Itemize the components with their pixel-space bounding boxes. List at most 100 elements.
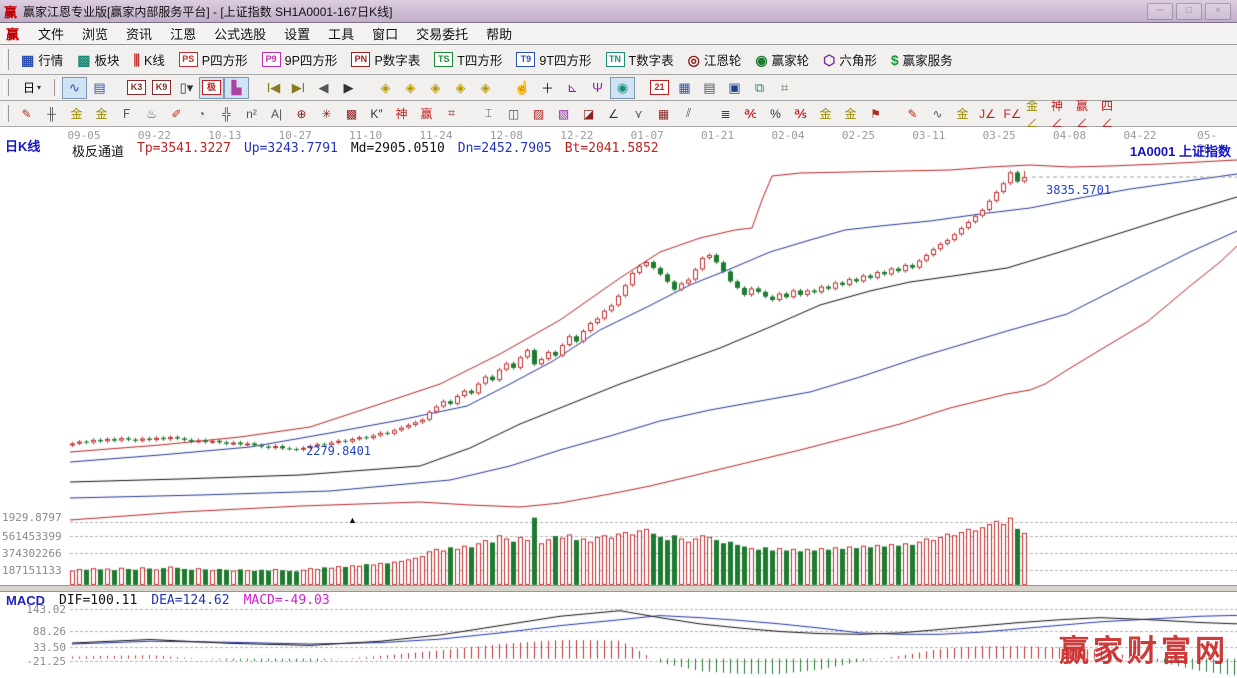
pencil2-tool[interactable]: ✐ [171,106,182,121]
menu-item-浏览[interactable]: 浏览 [82,27,109,42]
hatch2-tool[interactable]: ╬ [222,106,231,121]
k-wave-tool[interactable]: K″ [370,106,383,121]
zoom-right-button[interactable]: ◈ [405,79,416,95]
period-dropdown[interactable]: 日 ▾ [22,81,42,95]
smart-brain-button[interactable]: ◉ [610,76,635,99]
menu-item-窗口[interactable]: 窗口 [372,27,399,42]
menu-item-帮助[interactable]: 帮助 [486,27,513,42]
remote-pc-button[interactable]: ⌗ [780,79,789,95]
menu-item-设置[interactable]: 设置 [284,27,311,42]
percent-b-tool[interactable]: ℁ [794,106,807,121]
winner-service-button[interactable]: $ 赢家服务 [884,50,960,69]
toolbar-grip[interactable] [4,78,9,97]
pencil-line-tool[interactable]: ✎ [907,106,918,121]
menu-item-资讯[interactable]: 资讯 [126,27,153,42]
winner-wheel-button[interactable]: ◉ 赢家轮 [748,50,816,69]
fan-box2-tool[interactable]: ◪ [582,106,595,121]
menu-item-公式选股[interactable]: 公式选股 [214,27,267,42]
width-measure-tool[interactable]: ⌶ [484,106,493,120]
psi-tool-button[interactable]: Ψ [592,80,603,95]
gann-circle-tool[interactable]: ⊕ [296,106,307,121]
maximize-button[interactable]: □ [1176,3,1202,20]
angle-line-tool[interactable]: ∠ [608,106,619,121]
hexagon-button[interactable]: ⬡ 六角形 [816,50,884,69]
title-bar[interactable]: 赢 赢家江恩专业版[赢家内部服务平台] - [上证指数 SH1A0001-167… [0,0,1237,23]
gold-grid-a-tool[interactable]: 金 [70,107,83,121]
gold-line-tool[interactable]: 金 [844,107,857,121]
hand-drag-button[interactable]: ☝ [514,79,531,95]
minimize-button[interactable]: ─ [1147,3,1173,20]
toolbar-grip[interactable] [4,49,9,70]
v-line-tool[interactable]: ⋎ [634,106,643,121]
angle-measure-button[interactable]: ⊾ [567,79,578,95]
pane-splitter[interactable] [0,585,1237,592]
zoom-left-button[interactable]: ◈ [380,79,391,95]
zigzag-view-button[interactable]: ∿ [62,76,87,99]
kline-button[interactable]: ⫼ K线 [127,50,172,69]
p-digit-table-button[interactable]: PN P数字表 [344,50,427,69]
starburst-tool[interactable]: ✳ [321,106,332,121]
fan-box-tool[interactable]: ▧ [557,106,570,121]
next-button[interactable]: ▶ [343,79,354,95]
hatch-tool[interactable]: ╫ [47,106,56,121]
color-histogram-button[interactable]: ▙ [224,76,249,99]
ying-grid-tool[interactable]: 赢 [420,107,433,121]
note-list-button[interactable]: ▤ [93,79,106,95]
9t-square-button[interactable]: T9 9T四方形 [509,50,598,69]
gold-grid-b-tool[interactable]: 金 [95,107,108,121]
jifan-channel-button[interactable]: 极 [199,76,224,99]
t-square-button[interactable]: TS T四方形 [427,50,509,69]
text-note-tool[interactable]: A| [270,106,283,121]
pane-label[interactable]: 日K线 [5,139,41,154]
toolbar-grip[interactable] [4,104,9,123]
instrument-label[interactable]: 1A0001 上证指数 [1129,144,1231,159]
save-button[interactable]: ▣ [728,79,741,95]
memo-button[interactable]: ▤ [703,79,716,95]
shen-angle-tool[interactable]: 神∠ [1051,98,1064,130]
percent-a-tool[interactable]: ℀ [744,106,757,121]
last-page-button[interactable]: ▶I [291,79,306,95]
gann-wheel-button[interactable]: ◎ 江恩轮 [681,50,749,69]
j-angle-tool[interactable]: J∠ [979,106,996,121]
candle-style-button[interactable]: ▯▾ [179,79,194,95]
first-page-button[interactable]: I◀ [266,79,281,95]
f-ruler-tool[interactable]: Ｆ [120,107,133,121]
menu-item-工具[interactable]: 工具 [328,27,355,42]
spiral-tool[interactable]: ♨ [146,106,157,121]
quotes-button[interactable]: ▦ 行情 [14,50,70,69]
price-ruler-tool[interactable]: ⌗ [448,106,455,120]
zoom-h-button[interactable]: ◈ [430,79,441,95]
gold-circle-tool[interactable]: 金 [819,107,832,121]
si-angle-tool[interactable]: 四∠ [1101,98,1114,130]
t-digit-table-button[interactable]: TN T数字表 [599,50,681,69]
gold-angle-tool[interactable]: 金∠ [1026,98,1039,130]
fan-red-tool[interactable]: ▨ [532,106,545,121]
net-sync-button[interactable]: ⧉ [754,79,765,95]
calendar-button[interactable]: 21 [647,77,672,99]
zoom-out-button[interactable]: ◈ [480,79,491,95]
crosshair-button[interactable]: ＋ [540,81,554,96]
shen-grid-tool[interactable]: 神 [395,107,408,121]
red-grid-tool[interactable]: ▦ [657,106,670,121]
time-cycle-tool[interactable]: ◔ [197,106,206,121]
9p-square-button[interactable]: P9 9P四方形 [255,50,345,69]
n-square-tool[interactable]: n² [246,106,257,121]
wave-9-button[interactable]: K9 [149,77,174,99]
percent-retrace-tool[interactable]: ≣ [720,106,731,121]
calculator-button[interactable]: ▦ [678,79,691,95]
ying-angle-tool[interactable]: 赢∠ [1076,98,1089,130]
menu-item-文件[interactable]: 文件 [38,27,65,42]
flag-tool[interactable]: ⚑ [870,106,881,121]
f-angle-tool[interactable]: F∠ [1003,106,1022,121]
p-square-button[interactable]: PS P四方形 [172,50,255,69]
zoom-in-button[interactable]: ◈ [455,79,466,95]
percent-tool[interactable]: % [770,106,781,121]
parallel-lines-tool[interactable]: ⫽ [685,106,692,120]
menu-item-江恩[interactable]: 江恩 [170,27,197,42]
wave-3-button[interactable]: K3 [124,77,149,99]
sectors-button[interactable]: ▩ 板块 [70,50,126,69]
grid-box-tool[interactable]: ▩ [345,106,358,121]
box-measure-tool[interactable]: ◫ [507,106,520,121]
close-button[interactable]: × [1205,3,1231,20]
wave-line-tool[interactable]: ∿ [932,106,943,121]
